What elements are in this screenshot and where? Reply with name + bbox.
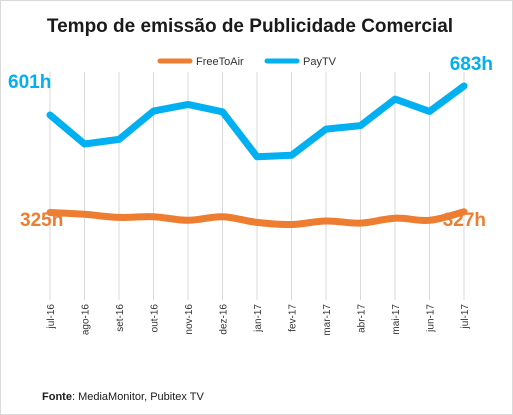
paytv-start-label: 601h [8, 72, 51, 93]
gridlines [49, 72, 465, 300]
x-tick-label: set-16 [115, 304, 126, 332]
legend-label-paytv: PayTV [303, 56, 337, 68]
x-tick-label: jun-17 [426, 304, 437, 333]
chart-title: Tempo de emissão de Publicidade Comercia… [47, 16, 453, 37]
x-tick-label: out-16 [150, 304, 161, 333]
x-tick-label: jan-17 [253, 304, 264, 333]
source-note: Fonte: MediaMonitor, Pubitex TV [42, 391, 204, 403]
freetoair-end-label: 327h [443, 210, 486, 231]
x-axis-tick-labels: jul-16 ago-16 set-16 out-16 nov-16 dez-16 jan-… [46, 304, 471, 336]
x-tick-label: jul-17 [460, 304, 471, 330]
paytv-end-label: 683h [450, 54, 493, 75]
legend: FreeToAir PayTV [157, 56, 337, 68]
source-label: Fonte [42, 391, 72, 403]
series-line-freetoair [46, 208, 468, 229]
x-tick-label: fev-17 [288, 304, 299, 332]
x-tick-label: mai-17 [391, 304, 402, 335]
x-tick-label: jul-16 [46, 304, 57, 330]
series-line-paytv [46, 82, 468, 161]
x-tick-label: ago-16 [81, 304, 92, 336]
x-tick-label: dez-16 [219, 304, 230, 335]
freetoair-start-label: 325h [20, 210, 63, 231]
legend-label-freetoair: FreeToAir [196, 56, 244, 68]
source-text: : MediaMonitor, Pubitex TV [72, 391, 205, 403]
x-tick-label: nov-16 [184, 304, 195, 335]
x-tick-label: mar-17 [322, 304, 333, 336]
series-lines [46, 82, 468, 229]
x-tick-label: abr-17 [357, 304, 368, 333]
